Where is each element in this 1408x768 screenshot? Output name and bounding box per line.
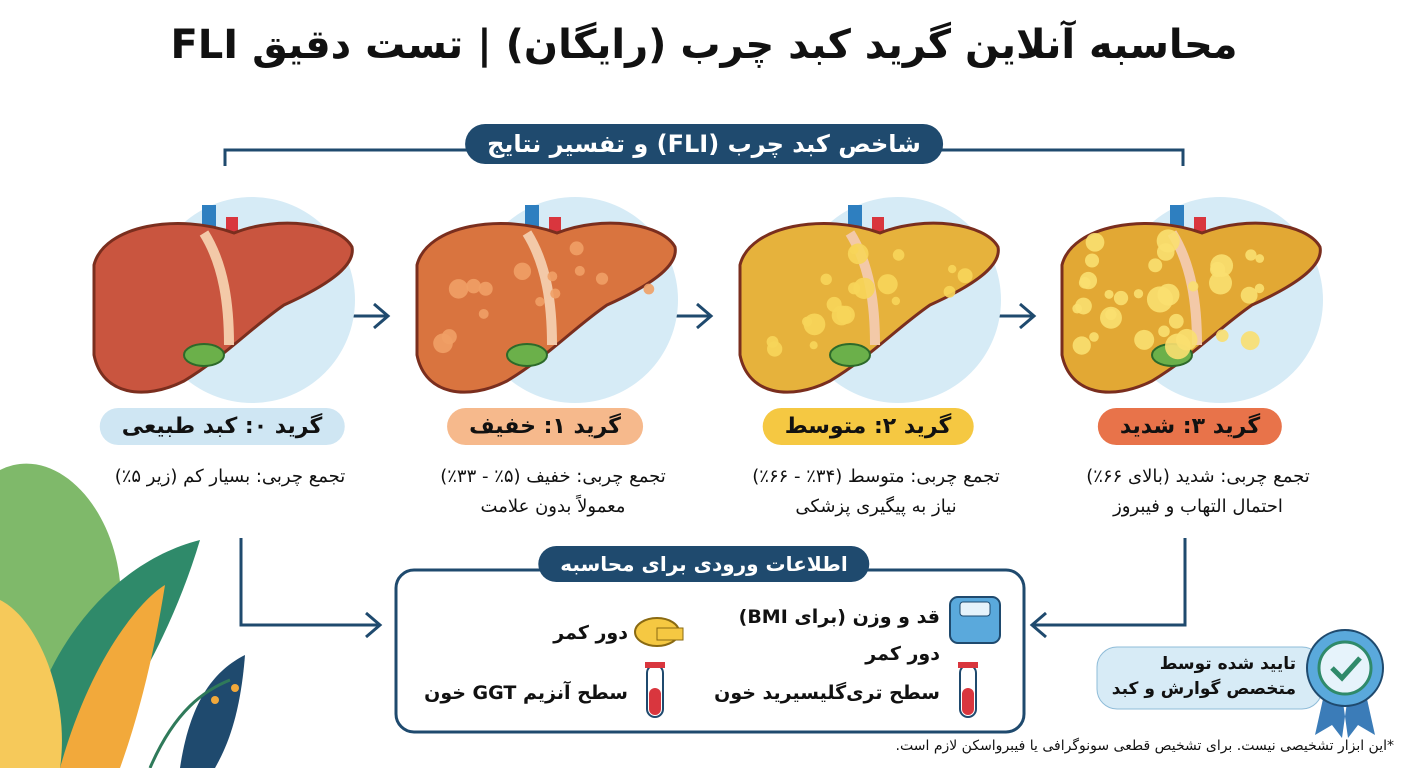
fat-spot: [947, 264, 957, 274]
fat-spot: [1075, 297, 1092, 315]
gallbladder: [506, 343, 548, 367]
liver: [92, 205, 354, 394]
section-title: شاخص کبد چرب (FLI) و تفسیر نتایج: [465, 124, 943, 164]
fat-spot: [1209, 271, 1233, 295]
fat-spot: [943, 285, 956, 298]
badge-line: تایید شده توسط: [1159, 654, 1296, 674]
grade-label: گرید ۱: خفیف: [447, 408, 643, 445]
fat-spot: [550, 288, 561, 299]
grade-description: تجمع چربی: متوسط (۳۴٪ - ۶۶٪): [752, 466, 1000, 487]
input-item: قد و وزن (برای BMI): [738, 606, 940, 628]
grade-description: تجمع چربی: خفیف (۵٪ - ۳۳٪): [440, 466, 666, 487]
fat-spot: [877, 274, 898, 295]
leaves: [0, 463, 245, 768]
grade-description: تجمع چربی: شدید (بالای ۶۶٪): [1086, 466, 1310, 487]
grade-description: تجمع چربی: بسیار کم (زیر ۵٪): [114, 466, 346, 487]
fat-spot: [478, 281, 493, 296]
livers: [92, 197, 1323, 403]
fat-spot: [535, 296, 545, 307]
fat-spot: [820, 273, 832, 286]
fat-spot: [1240, 286, 1258, 304]
fat-spot: [809, 341, 818, 350]
inputs-title: اطلاعات ورودی برای محاسبه: [538, 546, 870, 582]
gallbladder: [183, 343, 225, 367]
title: محاسبه آنلاین گرید کبد چرب (رایگان) | تس…: [170, 22, 1238, 68]
grade-description: معمولاً بدون علامت: [480, 496, 626, 517]
fat-spot: [1104, 289, 1114, 299]
fat-spot: [1187, 281, 1199, 292]
fat-spot: [478, 308, 489, 319]
footnote: *این ابزار تشخیصی نیست. برای تشخیص قطعی …: [895, 738, 1394, 754]
fat-spot: [643, 283, 655, 295]
fat-spot: [891, 296, 901, 306]
fat-spot: [1134, 329, 1155, 350]
fat-spot: [1113, 290, 1129, 306]
fat-spot: [513, 262, 532, 280]
fat-spot: [433, 333, 453, 354]
ligament: [199, 230, 234, 346]
grade-label: گرید ۲: متوسط: [762, 408, 974, 445]
grade-label: گرید ۳: شدید: [1097, 408, 1283, 445]
badge: تایید شده توسط متخصص گوارش و کبد: [1112, 652, 1296, 702]
fat-spot: [1164, 333, 1191, 360]
fat-spot: [957, 268, 973, 284]
fat-spot: [1240, 331, 1260, 351]
fat-spot: [1158, 325, 1170, 338]
fat-spot: [1255, 254, 1265, 263]
fat-spot: [448, 279, 469, 299]
liver: [1060, 205, 1322, 394]
liver: [415, 205, 677, 394]
fat-spot: [1148, 258, 1163, 273]
gallbladder: [829, 343, 871, 367]
fat-spot: [466, 278, 481, 294]
fat-spot: [1072, 336, 1091, 355]
fat-spot: [848, 282, 861, 295]
input-item: سطح تری‌گلیسیرید خون: [714, 682, 940, 704]
connectors: [223, 148, 1187, 734]
fat-spot: [1215, 329, 1229, 342]
input-item: دور کمر: [865, 643, 940, 665]
ligament: [522, 230, 557, 346]
fat-spot: [767, 341, 783, 357]
grade-description: نیاز به پیگیری پزشکی: [795, 496, 957, 517]
badge-line: متخصص گوارش و کبد: [1111, 679, 1296, 699]
fat-spot: [1085, 232, 1105, 252]
fat-spot: [1078, 276, 1091, 289]
fat-spot: [574, 265, 585, 276]
fat-spot: [569, 241, 584, 256]
fat-spot: [595, 272, 609, 285]
fat-spot: [892, 249, 905, 261]
fat-spot: [547, 271, 558, 282]
fat-spot: [1156, 229, 1180, 253]
fat-spot: [1133, 289, 1144, 299]
fat-spot: [1089, 332, 1099, 342]
input-item: سطح آنزیم GGT خون: [424, 682, 628, 704]
grade-label: گرید ۰: کبد طبیعی: [99, 408, 345, 445]
fat-spot: [826, 296, 842, 312]
fat-spot: [803, 313, 826, 336]
fat-spot: [847, 243, 869, 265]
fat-spot: [853, 277, 875, 299]
liver: [738, 205, 1000, 394]
fat-spot: [1245, 249, 1257, 261]
fat-spot: [1105, 308, 1117, 321]
fat-spot: [1254, 283, 1265, 294]
fat-spot: [1210, 254, 1234, 278]
fat-spot: [1157, 283, 1180, 306]
grade-description: احتمال التهاب و فیبروز: [1113, 496, 1283, 517]
icons: [634, 596, 1384, 738]
fat-spot: [1085, 253, 1100, 268]
fat-spot: [1168, 313, 1184, 329]
input-item: دور کمر: [553, 622, 628, 644]
